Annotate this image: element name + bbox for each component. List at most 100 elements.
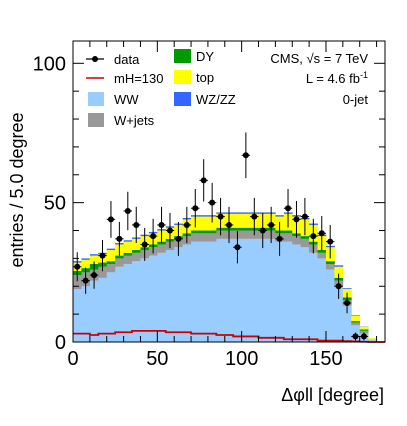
bar-ww-21 bbox=[250, 238, 259, 342]
bar-wzzz-20 bbox=[241, 212, 251, 214]
data-point-marker bbox=[133, 221, 140, 228]
bar-ww-29 bbox=[317, 258, 327, 342]
bar-wzzz-19 bbox=[233, 212, 243, 214]
data-point bbox=[334, 273, 343, 299]
bar-ww-31 bbox=[334, 286, 344, 342]
legend-item-wjets: W+jets bbox=[88, 113, 155, 128]
bar-ww-25 bbox=[283, 241, 293, 342]
data-point bbox=[216, 197, 225, 236]
bar-dy-14 bbox=[191, 230, 200, 234]
x-axis-title: Δφll [degree] bbox=[281, 385, 384, 405]
data-point-marker bbox=[327, 238, 334, 245]
bar-ww-1 bbox=[81, 286, 91, 342]
bar-top-31 bbox=[334, 266, 344, 278]
bar-ww-15 bbox=[199, 241, 209, 342]
category-label: 0-jet bbox=[343, 92, 369, 107]
data-point bbox=[283, 188, 293, 228]
lumi-label: L = 4.6 fb-1 bbox=[306, 70, 368, 86]
bar-wjets-15 bbox=[199, 233, 209, 242]
bar-wjets-16 bbox=[207, 233, 217, 242]
y-tick-label: 50 bbox=[44, 193, 66, 215]
legend-item-data: data bbox=[86, 52, 140, 67]
bar-ww-14 bbox=[191, 241, 200, 342]
x-tick-label: 0 bbox=[67, 348, 78, 370]
data-point bbox=[73, 252, 82, 282]
data-point bbox=[89, 261, 99, 289]
bar-ww-22 bbox=[258, 238, 268, 342]
data-point bbox=[106, 200, 116, 238]
svg-text:DY: DY bbox=[196, 49, 214, 64]
bar-ww-19 bbox=[233, 238, 243, 342]
legend-item-ww: WW bbox=[88, 92, 139, 107]
bar-ww-18 bbox=[224, 238, 234, 342]
bar-ww-3 bbox=[98, 277, 108, 342]
bar-wjets-25 bbox=[283, 233, 293, 242]
data-point-marker bbox=[360, 333, 367, 340]
svg-text:mH=130: mH=130 bbox=[114, 71, 164, 86]
bar-dy-27 bbox=[300, 236, 310, 239]
data-point-marker bbox=[124, 208, 131, 215]
bar-ww-11 bbox=[165, 250, 175, 342]
bar-dy-6 bbox=[123, 252, 133, 256]
bar-ww-10 bbox=[157, 252, 167, 342]
bar-wjets-10 bbox=[157, 244, 167, 253]
bar-wjets-33 bbox=[351, 322, 361, 326]
bar-wzzz-31 bbox=[334, 265, 344, 267]
data-point bbox=[98, 239, 107, 272]
data-point-marker bbox=[301, 213, 308, 220]
bar-wjets-7 bbox=[132, 252, 141, 262]
bar-wzzz-4 bbox=[106, 248, 116, 251]
bar-ww-23 bbox=[266, 238, 276, 342]
bar-wjets-27 bbox=[300, 238, 310, 248]
data-point bbox=[199, 159, 208, 202]
data-point bbox=[317, 216, 326, 251]
bar-ww-32 bbox=[342, 305, 352, 342]
bar-wjets-4 bbox=[106, 263, 116, 273]
x-tick-label: 50 bbox=[146, 348, 168, 370]
axes: 0 50 100 150 0 50 100 bbox=[33, 41, 385, 370]
data-point bbox=[207, 182, 217, 223]
data-point-marker bbox=[217, 213, 224, 220]
bar-top-35 bbox=[368, 337, 377, 340]
data-point bbox=[309, 218, 318, 254]
stacked-histogram bbox=[73, 212, 377, 342]
bar-ww-8 bbox=[140, 258, 150, 342]
bar-wzzz-24 bbox=[275, 215, 285, 217]
bar-ww-26 bbox=[292, 244, 302, 342]
bar-wjets-20 bbox=[241, 230, 251, 239]
svg-text:WW: WW bbox=[114, 92, 139, 107]
data-point-marker bbox=[318, 230, 325, 237]
data-point bbox=[140, 228, 149, 261]
data-point bbox=[241, 132, 251, 179]
data-point-marker bbox=[242, 152, 249, 159]
data-point-marker bbox=[175, 235, 182, 242]
bar-dy-7 bbox=[132, 250, 141, 253]
bar-ww-7 bbox=[132, 261, 141, 342]
data-point-marker bbox=[285, 205, 292, 212]
bar-top-34 bbox=[359, 326, 369, 330]
data-point-marker bbox=[192, 205, 199, 212]
data-point-marker bbox=[107, 216, 114, 223]
data-point-marker bbox=[344, 299, 351, 306]
data-point-marker bbox=[259, 227, 266, 234]
bar-top-7 bbox=[132, 238, 141, 251]
data-point bbox=[250, 197, 259, 236]
bar-wjets-34 bbox=[359, 330, 369, 334]
bar-wjets-26 bbox=[292, 236, 302, 245]
bar-ww-35 bbox=[368, 339, 377, 342]
bar-ww-9 bbox=[148, 255, 158, 342]
data-point bbox=[123, 191, 133, 231]
data-point-marker bbox=[141, 241, 148, 248]
y-tick-label: 100 bbox=[33, 53, 66, 75]
data-point-marker bbox=[99, 252, 106, 259]
data-point-marker bbox=[158, 221, 165, 228]
bar-dy-29 bbox=[317, 250, 327, 253]
x-tick-label: 100 bbox=[225, 348, 258, 370]
data-point-marker bbox=[91, 272, 98, 279]
bar-wjets-0 bbox=[73, 275, 82, 290]
bar-wjets-30 bbox=[325, 263, 335, 270]
data-point-marker bbox=[82, 277, 89, 284]
data-point bbox=[224, 206, 234, 244]
bar-wjets-14 bbox=[191, 233, 200, 242]
